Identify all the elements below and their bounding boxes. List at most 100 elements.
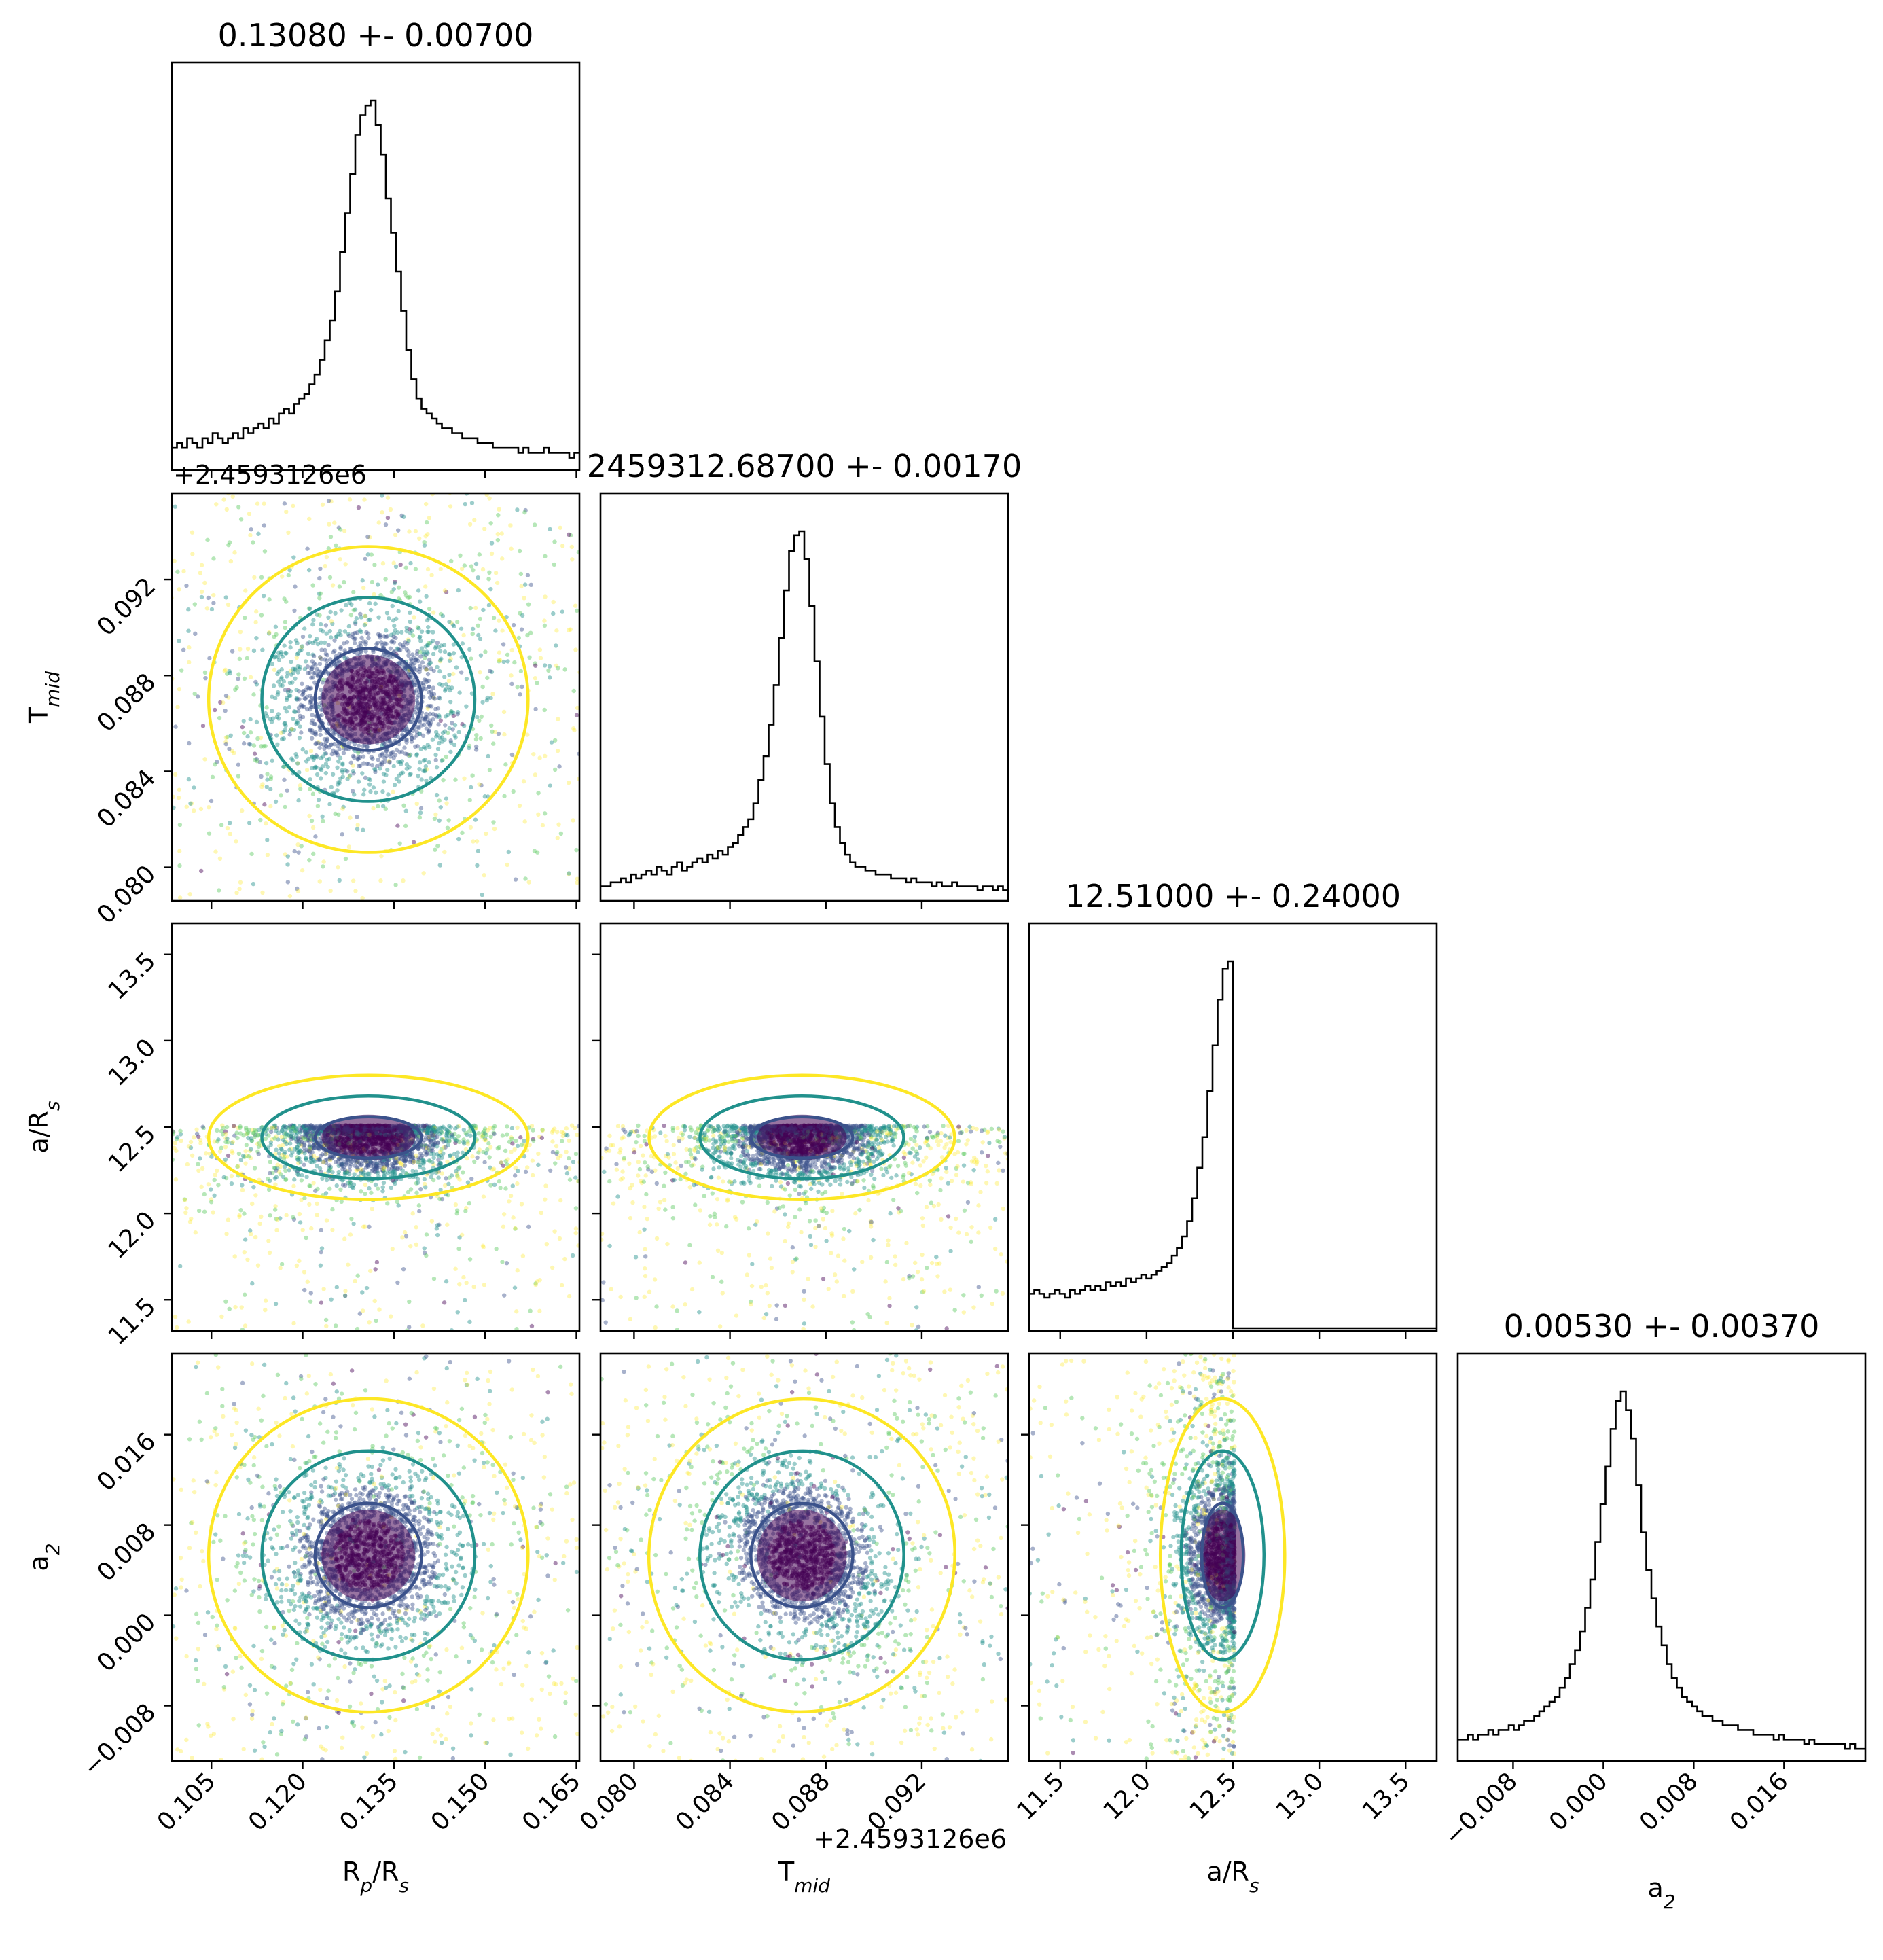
- scatter-point: [315, 772, 320, 777]
- scatter-point: [201, 1126, 206, 1130]
- scatter-point: [368, 607, 374, 613]
- scatter-point: [427, 1158, 432, 1163]
- scatter-point: [425, 719, 430, 725]
- scatter-point: [273, 1302, 279, 1306]
- scatter-point: [312, 1159, 317, 1164]
- scatter-point: [282, 1151, 287, 1156]
- scatter-point: [560, 544, 565, 548]
- scatter-point: [302, 626, 307, 631]
- scatter-point: [309, 1123, 314, 1128]
- scatter-point: [423, 1129, 428, 1135]
- scatter-point: [243, 1323, 248, 1328]
- scatter-point: [298, 713, 302, 718]
- scatter-point: [284, 1141, 289, 1147]
- scatter-point: [391, 618, 396, 623]
- scatter-point: [372, 766, 377, 772]
- scatter-point: [538, 656, 543, 660]
- scatter-point: [414, 801, 419, 806]
- scatter-point: [324, 1323, 329, 1329]
- scatter-point: [398, 1166, 403, 1171]
- scatter-point: [501, 1163, 506, 1168]
- scatter-point: [319, 768, 324, 772]
- scatter-point: [436, 695, 442, 700]
- scatter-point: [429, 1148, 433, 1154]
- scatter-point: [468, 1133, 473, 1138]
- scatter-point: [312, 731, 317, 736]
- scatter-point: [440, 735, 444, 740]
- scatter-point: [455, 1173, 460, 1178]
- scatter-point: [404, 565, 408, 570]
- scatter-point: [415, 701, 420, 706]
- scatter-point: [310, 695, 315, 700]
- scatter-point: [461, 1137, 466, 1142]
- scatter-point: [397, 1156, 401, 1160]
- scatter-point: [425, 629, 430, 635]
- scatter-point: [452, 1137, 458, 1141]
- scatter-point: [457, 1235, 462, 1240]
- scatter-point: [284, 599, 289, 604]
- scatter-point: [420, 1123, 425, 1128]
- scatter-point: [442, 1183, 448, 1188]
- scatter-point: [337, 747, 342, 751]
- scatter-point: [436, 1175, 441, 1180]
- scatter-point: [273, 624, 279, 629]
- scatter-point: [442, 649, 448, 654]
- scatter-point: [410, 1158, 416, 1163]
- scatter-point: [190, 552, 195, 556]
- scatter-point: [444, 1135, 449, 1140]
- scatter-point: [358, 643, 363, 648]
- scatter-point: [251, 648, 257, 654]
- scatter-point: [243, 616, 247, 620]
- scatter-point: [437, 669, 442, 674]
- scatter-point: [300, 1135, 305, 1141]
- scatter-point: [290, 680, 295, 685]
- scatter-point: [342, 746, 346, 751]
- scatter-point: [248, 742, 253, 747]
- scatter-point: [283, 620, 288, 624]
- scatter-point: [395, 823, 400, 828]
- scatter-point: [403, 823, 408, 829]
- scatter-point: [454, 1211, 459, 1216]
- scatter-point: [300, 1124, 306, 1129]
- scatter-point: [238, 1125, 243, 1130]
- scatter-point: [331, 649, 336, 655]
- scatter-point: [312, 680, 317, 685]
- scatter-point: [465, 1141, 470, 1146]
- scatter-point: [419, 789, 424, 794]
- scatter-point: [365, 1163, 371, 1168]
- scatter-point: [512, 1285, 518, 1290]
- scatter-point: [319, 656, 324, 662]
- scatter-point: [352, 641, 357, 646]
- scatter-point: [418, 1151, 423, 1156]
- scatter-point: [297, 1211, 302, 1217]
- scatter-point: [440, 739, 445, 744]
- scatter-point: [235, 1164, 240, 1169]
- scatter-point: [304, 1130, 309, 1135]
- scatter-point: [456, 1124, 461, 1129]
- scatter-point: [245, 646, 251, 652]
- scatter-point: [355, 1160, 360, 1164]
- scatter-point: [293, 1137, 298, 1141]
- scatter-point: [275, 654, 281, 659]
- scatter-point: [249, 527, 253, 532]
- scatter-point: [542, 707, 547, 713]
- scatter-point: [366, 777, 372, 781]
- scatter-point: [348, 1232, 353, 1237]
- scatter-point: [247, 741, 251, 747]
- scatter-point: [430, 1124, 435, 1130]
- scatter-point: [423, 1126, 428, 1130]
- scatter-point: [175, 1135, 180, 1140]
- scatter-point: [437, 736, 443, 741]
- scatter-point: [308, 777, 312, 782]
- scatter-point: [238, 1124, 243, 1129]
- scatter-point: [173, 724, 178, 729]
- scatter-point: [448, 740, 454, 745]
- scatter-point: [425, 532, 430, 537]
- scatter-point: [476, 1150, 481, 1155]
- scatter-point: [172, 558, 177, 564]
- scatter-point: [373, 770, 378, 774]
- scatter-point: [447, 672, 452, 677]
- scatter-point: [287, 732, 292, 737]
- scatter-point: [434, 792, 440, 798]
- scatter-point: [404, 1157, 408, 1162]
